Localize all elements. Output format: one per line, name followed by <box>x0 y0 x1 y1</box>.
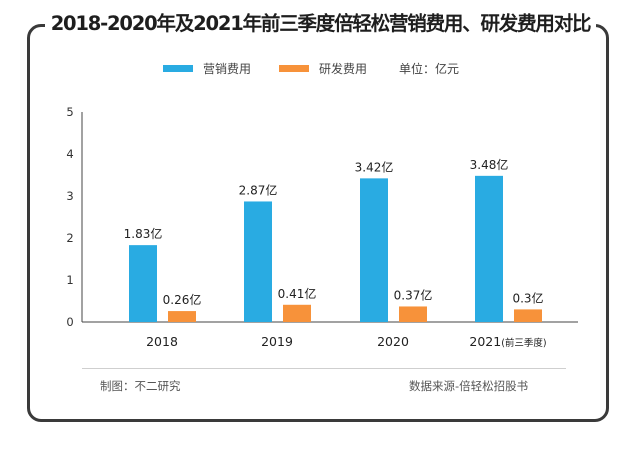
y-tick-label: 1 <box>66 273 73 287</box>
bar-rnd <box>399 306 427 322</box>
bar-rnd <box>283 304 311 322</box>
y-tick-label: 4 <box>66 147 73 161</box>
legend-item-marketing: 营销费用 <box>163 58 251 80</box>
chart-legend: 营销费用 研发费用 单位：亿元 <box>0 58 641 80</box>
bar-marketing <box>475 175 503 322</box>
x-tick-label: 2018 <box>146 334 178 349</box>
legend-label-marketing: 营销费用 <box>203 62 252 76</box>
legend-label-rnd: 研发费用 <box>319 62 368 76</box>
bar-marketing <box>244 201 272 322</box>
y-tick-label: 3 <box>66 189 73 203</box>
bar-rnd <box>168 311 196 322</box>
x-tick-label-year: 2019 <box>261 334 293 349</box>
data-label-marketing: 1.83亿 <box>124 226 163 241</box>
data-label-rnd: 0.41亿 <box>278 286 317 301</box>
x-tick-label-year: 2020 <box>377 334 409 349</box>
x-tick-label: 2020 <box>377 334 409 349</box>
chart-title: 2018-2020年及2021年前三季度倍轻松营销费用、研发费用对比 <box>0 4 641 44</box>
data-label-marketing: 2.87亿 <box>239 182 278 197</box>
footer-source: 数据来源-倍轻松招股书 <box>409 379 529 393</box>
x-tick-label-year: 2018 <box>146 334 178 349</box>
data-label-rnd: 0.3亿 <box>512 290 543 305</box>
x-tick-label: 2019 <box>261 334 293 349</box>
bar-rnd <box>514 309 542 322</box>
y-tick-label: 0 <box>66 315 73 329</box>
y-tick-label: 2 <box>66 231 73 245</box>
x-tick-label-year: 2021 <box>469 334 501 349</box>
data-label-marketing: 3.42亿 <box>355 159 394 174</box>
x-tick-label: 2021(前三季度) <box>469 334 546 349</box>
data-label-marketing: 3.48亿 <box>470 157 509 172</box>
footer-divider <box>82 368 566 369</box>
y-tick-label: 5 <box>66 105 73 119</box>
legend-swatch-marketing <box>163 65 193 72</box>
bar-marketing <box>360 178 388 322</box>
footer-credit: 制图：不二研究 <box>100 379 181 393</box>
data-label-rnd: 0.37亿 <box>394 287 433 302</box>
data-label-rnd: 0.26亿 <box>163 292 202 307</box>
legend-swatch-rnd <box>279 65 309 72</box>
x-tick-label-suffix: (前三季度) <box>501 337 546 349</box>
unit-label: 单位：亿元 <box>399 62 460 76</box>
legend-item-rnd: 研发费用 <box>279 58 367 80</box>
bar-marketing <box>129 245 157 322</box>
